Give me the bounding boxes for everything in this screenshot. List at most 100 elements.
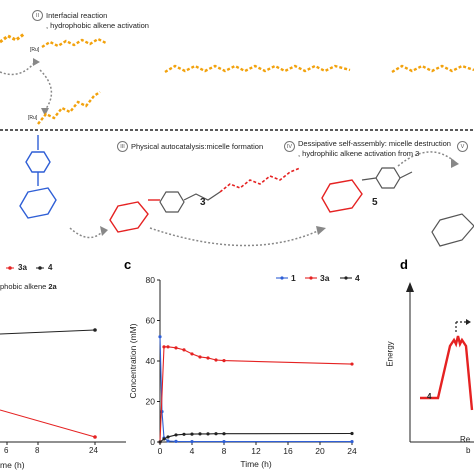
step-2-subtext: , hydrophobic alkene activation — [46, 21, 149, 30]
panel-b-legend-4: 4 — [48, 263, 53, 272]
panel-b-legend-4-marker — [38, 266, 42, 270]
y-axis-label: Concentration (mM) — [128, 323, 138, 398]
x-tick-label: 4 — [190, 446, 195, 456]
data-point-4 — [182, 432, 186, 436]
arrow-curve-left — [0, 61, 36, 76]
panel-b-tick-label-6: 6 — [4, 446, 9, 455]
data-point-1 — [166, 439, 170, 443]
data-point-4 — [158, 440, 162, 444]
legend-marker-1 — [280, 276, 284, 280]
x-tick-label: 0 — [158, 446, 163, 456]
data-point-4 — [174, 433, 178, 437]
data-point-4 — [198, 432, 202, 436]
reaction-scheme — [0, 32, 474, 247]
compound-5-label: 5 — [372, 197, 378, 208]
step-3-marker: III — [117, 141, 128, 152]
step-5-marker: V — [457, 141, 468, 152]
x-tick-label: 24 — [347, 446, 357, 456]
panel-c-letter: c — [124, 257, 132, 272]
x-tick-label: 12 — [251, 446, 261, 456]
arrow-5-to-glucose — [397, 151, 456, 167]
data-point-4 — [206, 432, 210, 436]
data-point-1 — [222, 439, 226, 444]
alkene-chain-middle — [164, 64, 351, 74]
data-point-3a — [182, 348, 186, 352]
legend-marker-4 — [344, 276, 348, 280]
arrow-head-3-to-5 — [316, 226, 326, 235]
panel-b-tick-label-24: 24 — [89, 446, 98, 455]
step-2-marker: II — [32, 10, 43, 21]
series-line-1 — [159, 336, 352, 443]
ru-label-1: [Ru] — [30, 47, 40, 53]
energy-profile-curve — [420, 335, 474, 411]
arrow-head-left — [33, 58, 40, 66]
data-point-3a — [350, 362, 354, 366]
compound-3-structure — [109, 199, 160, 233]
arrow-1-to-3 — [69, 227, 105, 239]
panel-b-point-4 — [93, 328, 97, 332]
data-point-4 — [162, 437, 166, 441]
glucose-structure — [431, 213, 474, 247]
x-axis-label: Time (h) — [240, 459, 271, 469]
surfactant-tail-orange — [37, 91, 101, 125]
compound-5-structure — [321, 179, 363, 213]
step-4-subtext: , hydrophilic alkene activation from 3 — [298, 149, 420, 158]
data-point-1 — [158, 335, 162, 339]
energy-dotted-arrowhead — [466, 319, 471, 325]
data-point-4 — [350, 431, 354, 436]
step-2-text: Interfacial reaction — [46, 11, 108, 20]
y-tick-label: 0 — [150, 437, 155, 447]
surfactant-blue — [19, 135, 57, 219]
energy-ylabel: Energy — [385, 341, 395, 367]
arrow-curve-down — [39, 69, 53, 111]
data-point-3a — [198, 355, 202, 359]
y-tick-label: 80 — [146, 275, 156, 285]
step-4-marker: IV — [284, 141, 295, 152]
data-point-1 — [174, 439, 178, 443]
panel-b-xlabel: me (h) — [0, 460, 25, 470]
data-point-3a — [174, 346, 178, 350]
compound-3-tail — [219, 167, 301, 193]
compound-3-label: 3 — [200, 197, 206, 208]
y-tick-label: 20 — [146, 397, 156, 407]
ru-alkene-chain — [41, 37, 107, 49]
panel-b-note: phobic alkene 2a — [0, 283, 57, 291]
panel-b-note-bold: 2a — [48, 282, 57, 291]
energy-axis-y-arrowhead — [406, 282, 414, 292]
arrow-head-5-to-glucose — [451, 158, 459, 168]
panel-b-legend-3a-marker — [8, 266, 12, 270]
data-point-4 — [222, 432, 226, 436]
x-tick-label: 20 — [315, 446, 325, 456]
panel-d-letter: d — [400, 257, 408, 272]
energy-text-partial-1: Re — [460, 435, 471, 444]
x-tick-label: 16 — [283, 446, 293, 456]
panel-b-legend-3a: 3a — [18, 263, 27, 272]
legend-marker-3a — [309, 276, 313, 280]
data-point-3a — [222, 358, 226, 363]
series-line-4 — [159, 432, 353, 443]
y-tick-label: 40 — [146, 356, 156, 366]
y-tick-label: 60 — [146, 316, 156, 326]
panel-b-series-3a — [0, 409, 96, 438]
data-point-3a — [166, 345, 170, 349]
data-point-3a — [206, 356, 210, 360]
panel-b-point-3a — [93, 435, 97, 439]
x-tick-label: 8 — [222, 446, 227, 456]
panel-b-note-text: phobic alkene — [0, 282, 49, 291]
energy-point-label: 4 — [427, 392, 432, 401]
arrow-head-1-to-3 — [100, 226, 108, 236]
data-point-4 — [166, 435, 170, 439]
data-point-3a — [190, 352, 194, 356]
step-4-text: Dessipative self-assembly: micelle destr… — [298, 139, 451, 148]
ru-label-2: [Ru] — [28, 115, 38, 121]
panel-b-plot — [0, 266, 126, 445]
data-point-3a — [162, 345, 166, 349]
legend-label-3a: 3a — [320, 273, 330, 283]
alkene-chain-top-left — [0, 32, 25, 44]
data-point-1 — [350, 439, 354, 444]
legend-label-1: 1 — [291, 273, 296, 283]
energy-diagram — [406, 282, 474, 443]
data-point-1 — [190, 439, 194, 444]
energy-text-partial-2: b — [466, 446, 471, 455]
arrow-3-to-5 — [149, 227, 321, 247]
